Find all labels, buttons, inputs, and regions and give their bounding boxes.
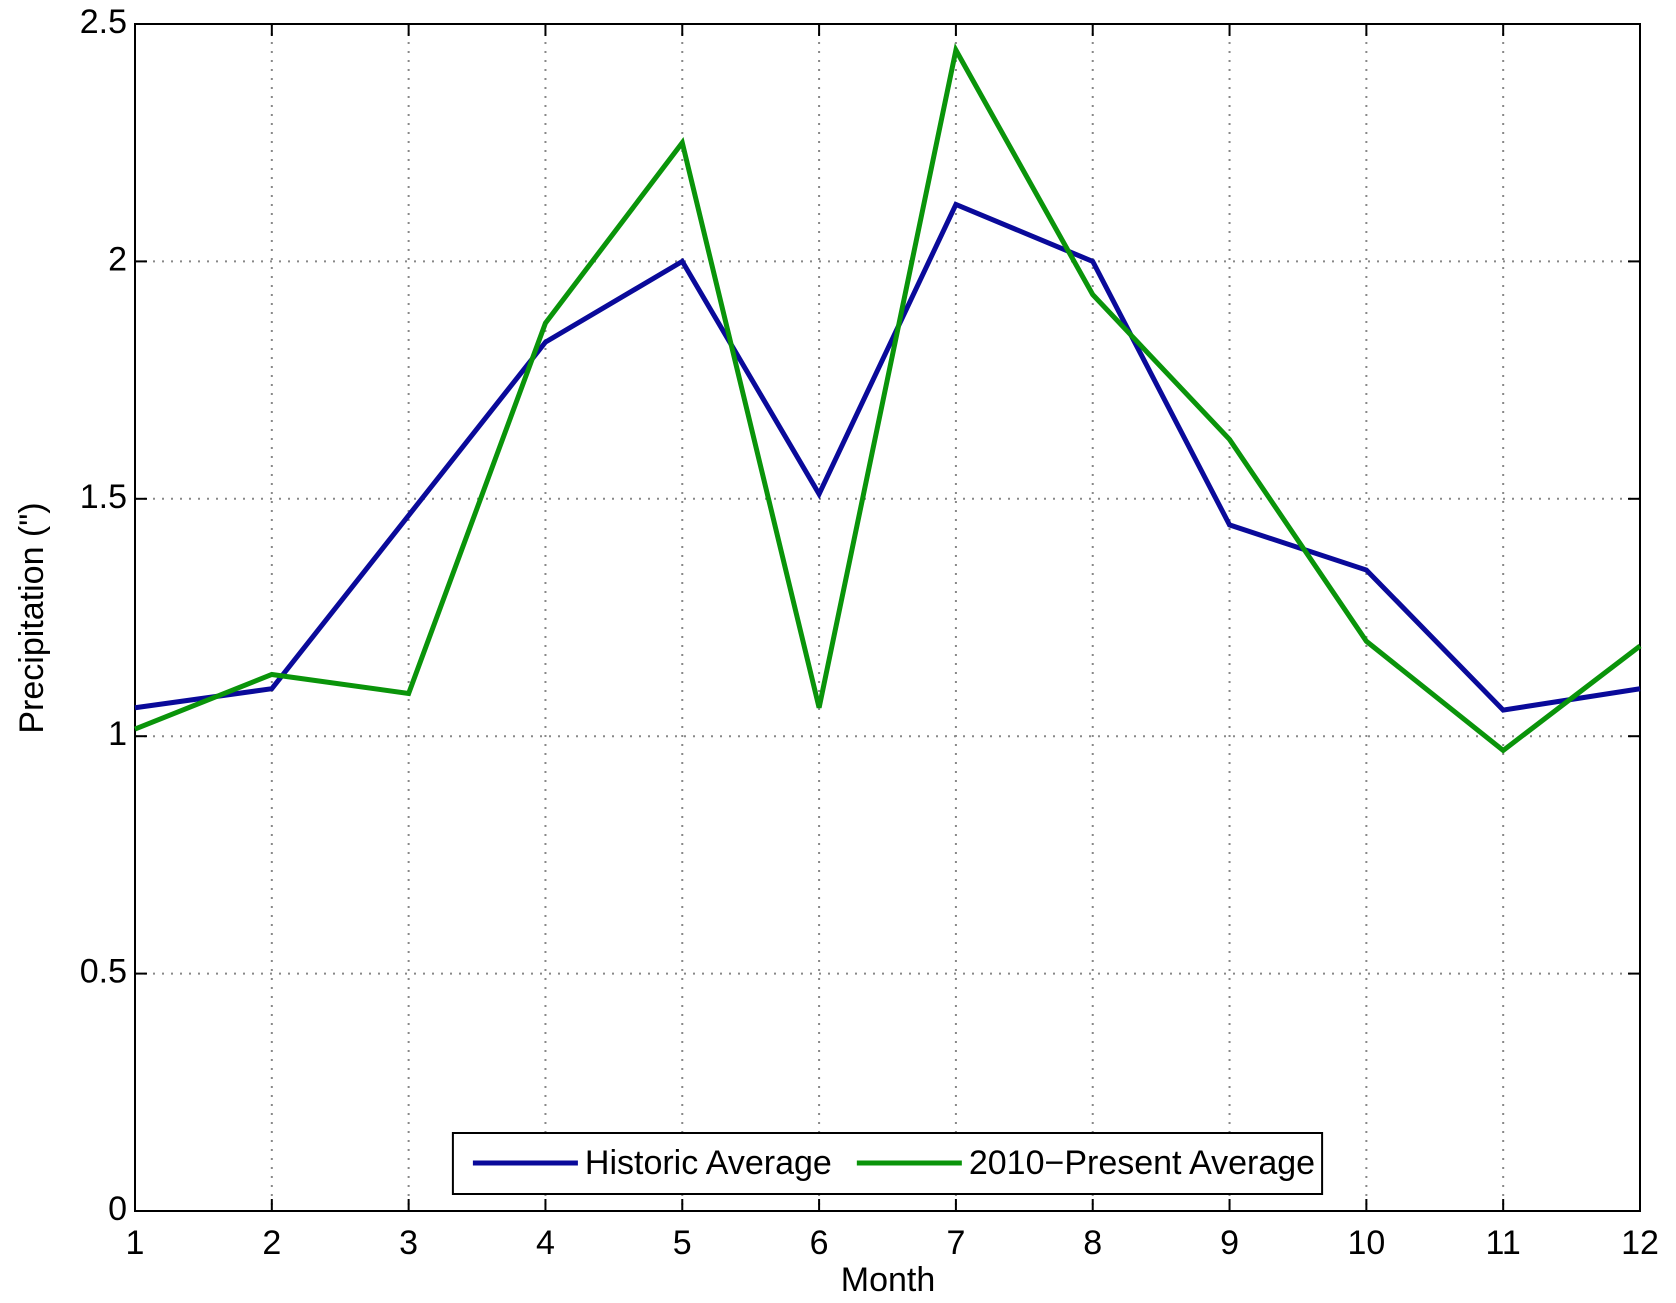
y-tick-label: 2: [108, 240, 127, 278]
y-tick-label: 0.5: [80, 953, 127, 991]
x-tick-label: 7: [946, 1224, 965, 1262]
x-tick-label: 2: [262, 1224, 281, 1262]
x-tick-label: 6: [810, 1224, 829, 1262]
x-tick-label: 5: [673, 1224, 692, 1262]
x-tick-label: 8: [1083, 1224, 1102, 1262]
legend-label: 2010−Present Average: [969, 1144, 1315, 1182]
y-tick-label: 1: [108, 715, 127, 753]
x-tick-label: 12: [1621, 1224, 1659, 1262]
x-tick-label: 9: [1220, 1224, 1239, 1262]
y-axis-label: Precipitation ("): [13, 502, 51, 733]
legend-label: Historic Average: [585, 1144, 832, 1182]
x-tick-label: 11: [1486, 1224, 1521, 1262]
x-tick-label: 3: [399, 1224, 418, 1262]
x-tick-label: 10: [1347, 1224, 1385, 1262]
line-series: [134, 43, 1642, 754]
legend: Historic Average 2010−Present Average: [451, 1132, 1324, 1195]
x-axis-label: Month: [841, 1261, 936, 1299]
x-tick-label: 1: [126, 1224, 145, 1262]
y-tick-label: 0: [108, 1190, 127, 1228]
x-tick-label: 4: [536, 1224, 555, 1262]
plot-frame: [134, 23, 1641, 1212]
y-tick-label: 1.5: [80, 478, 127, 516]
y-tick-label: 2.5: [80, 3, 127, 41]
line-series: [134, 201, 1641, 713]
